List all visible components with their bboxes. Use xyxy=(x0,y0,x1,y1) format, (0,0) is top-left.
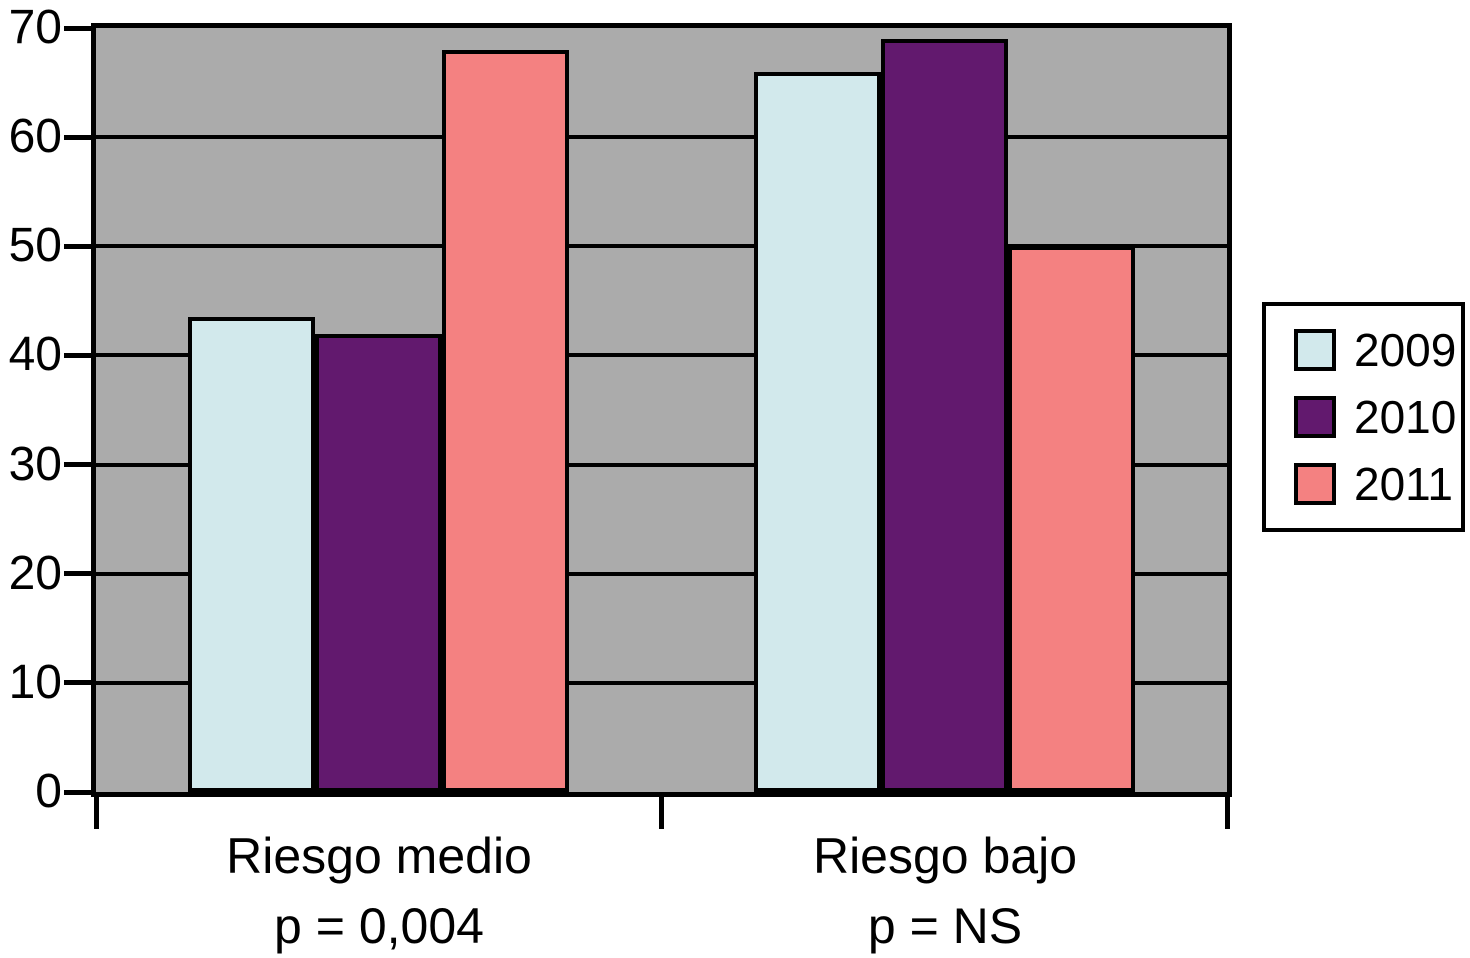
category-pvalue: p = NS xyxy=(867,898,1023,954)
legend-label: 2010 xyxy=(1354,391,1457,443)
legend-swatch-2010 xyxy=(1294,396,1336,438)
y-axis-tick-mark xyxy=(64,790,93,795)
x-axis-tick-mark xyxy=(659,793,664,829)
y-axis-tick-label-50: 50 xyxy=(8,219,62,272)
gridline-30 xyxy=(96,462,1227,467)
y-axis-tick-mark xyxy=(64,244,93,249)
x-axis-tick-mark xyxy=(1225,793,1230,829)
y-axis-tick-mark xyxy=(64,135,93,140)
category-pvalue: p = 0,004 xyxy=(274,898,484,954)
legend-label: 2011 xyxy=(1354,458,1453,510)
x-axis-tick-mark xyxy=(94,793,99,829)
legend-item-2010: 2010 xyxy=(1294,394,1461,440)
category-name: Riesgo medio xyxy=(226,828,532,884)
category-label-riesgo-medio: Riesgo medio p = 0,004 xyxy=(79,824,679,958)
gridline-50 xyxy=(96,244,1227,249)
plot-area xyxy=(91,23,1232,797)
legend-label: 2009 xyxy=(1354,324,1457,376)
bar-2010-cat1 xyxy=(881,38,1008,792)
bar-2009-cat1 xyxy=(754,71,881,792)
y-axis-tick-label-10: 10 xyxy=(8,656,62,709)
y-axis-tick-label-40: 40 xyxy=(8,328,62,381)
y-axis-tick-label-30: 30 xyxy=(8,438,62,491)
gridline-20 xyxy=(96,571,1227,576)
legend-swatch-2011 xyxy=(1294,463,1336,505)
legend: 2009 2010 2011 xyxy=(1262,302,1465,532)
y-axis-tick-mark xyxy=(64,353,93,358)
bar-2009-cat0 xyxy=(188,317,315,792)
y-axis-tick-label-60: 60 xyxy=(8,110,62,163)
y-axis-tick-label-20: 20 xyxy=(8,547,62,600)
gridline-10 xyxy=(96,680,1227,685)
gridline-60 xyxy=(96,135,1227,140)
y-axis-tick-mark xyxy=(64,26,93,31)
category-name: Riesgo bajo xyxy=(812,828,1078,884)
y-axis-tick-label-0: 0 xyxy=(35,765,62,818)
y-axis-tick-mark xyxy=(64,680,93,685)
y-axis-tick-mark xyxy=(64,571,93,576)
legend-swatch-2009 xyxy=(1294,329,1336,371)
bar-2011-cat1 xyxy=(1008,246,1135,792)
category-label-riesgo-bajo: Riesgo bajo p = NS xyxy=(645,824,1245,958)
y-axis-tick-label-70: 70 xyxy=(8,1,62,54)
y-axis-tick-mark xyxy=(64,462,93,467)
bar-2011-cat0 xyxy=(442,49,569,792)
legend-item-2009: 2009 xyxy=(1294,327,1461,373)
legend-item-2011: 2011 xyxy=(1294,461,1461,507)
gridline-40 xyxy=(96,353,1227,358)
bar-2010-cat0 xyxy=(315,333,442,792)
